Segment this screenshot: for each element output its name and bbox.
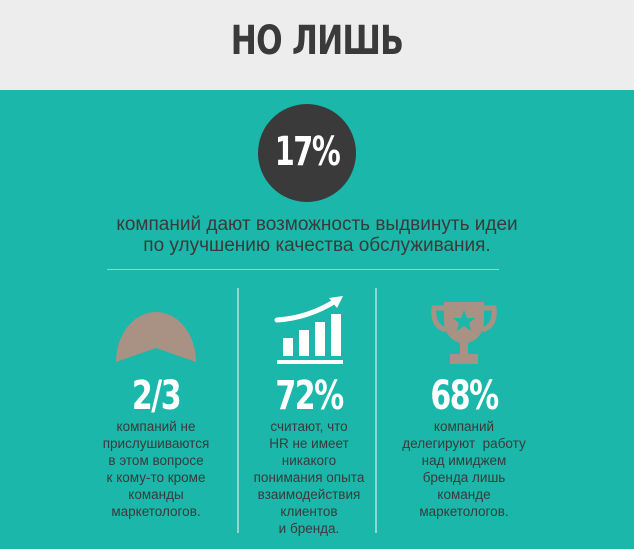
stat-line: маркетологов. (419, 504, 509, 519)
column-separator (375, 288, 377, 533)
stat-line: над имиджем (421, 453, 507, 468)
stat-line: делегируют работу (402, 436, 526, 451)
bar-chart-icon (274, 296, 343, 364)
stat-line: в этом вопросе (108, 453, 204, 468)
header-band: НО ЛИШЬ (0, 0, 634, 90)
stat-description-1: компаний не прислушиваются в этом вопрос… (76, 418, 236, 520)
stat-line: понимания опыта (253, 470, 365, 485)
stat-description-3: компаний делегируют работу над имиджем б… (384, 418, 544, 520)
stat-line: бренда лишь (422, 470, 506, 485)
stat-line: компаний (433, 419, 495, 434)
semicircle-icon (116, 312, 196, 362)
stat-line: команде (437, 487, 491, 502)
highlight-text-line: компаний дают возможность выдвинуть идеи (116, 214, 518, 235)
stat-line: компаний не (116, 419, 196, 434)
stat-line: команды (128, 487, 184, 502)
highlight-text-line: по улучшению качества обслуживания. (143, 235, 491, 256)
trophy-icon (431, 302, 497, 364)
stat-value-1: 2/3 (131, 373, 182, 419)
stat-line: взаимодействия (257, 487, 361, 502)
stat-line: считают, что (270, 419, 348, 434)
stat-line: никакого (281, 453, 337, 468)
horizontal-divider (107, 269, 499, 270)
highlight-value: 17% (274, 129, 341, 175)
column-separator (237, 288, 239, 533)
highlight-text: компаний дают возможность выдвинуть идеи… (80, 214, 554, 256)
stat-description-2: считают, что HR не имеет никакого понима… (229, 418, 389, 537)
stat-line: HR не имеет (269, 436, 349, 451)
stat-line: к кому-то кроме (106, 470, 206, 485)
stat-value-3: 68% (430, 373, 499, 419)
highlight-circle: 17% (258, 104, 356, 202)
stat-value-2: 72% (275, 373, 344, 419)
stat-line: прислушиваются (102, 436, 210, 451)
page-title: НО ЛИШЬ (230, 18, 404, 64)
stat-line: маркетологов. (111, 504, 201, 519)
stat-line: и бренда. (278, 521, 340, 536)
stat-line: клиентов (280, 504, 338, 519)
